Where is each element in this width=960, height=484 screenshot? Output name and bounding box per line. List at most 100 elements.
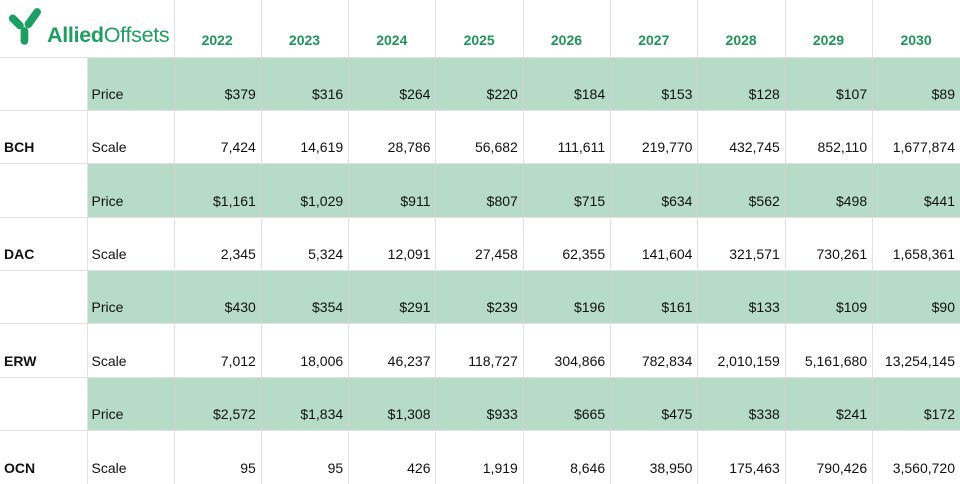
price-label-OCN[interactable]: Price (87, 377, 175, 432)
brand-name: AlliedOffsets (47, 24, 170, 49)
scale-cell-DAC-2030[interactable]: 1,658,361 (872, 217, 960, 272)
scale-cell-OCN-2028[interactable]: 175,463 (697, 430, 786, 484)
year-header-2023[interactable]: 2023 (261, 0, 350, 58)
price-cell-BCH-2023[interactable]: $316 (261, 57, 350, 111)
price-cell-OCN-2029[interactable]: $241 (785, 377, 874, 432)
price-label-BCH[interactable]: Price (87, 57, 175, 111)
price-cell-ERW-2025[interactable]: $239 (435, 270, 524, 325)
price-cell-BCH-2028[interactable]: $128 (697, 57, 786, 111)
scale-cell-BCH-2024[interactable]: 28,786 (348, 110, 437, 165)
scale-cell-DAC-2023[interactable]: 5,324 (261, 217, 350, 272)
scale-label-ERW[interactable]: Scale (87, 323, 175, 378)
price-cell-DAC-2025[interactable]: $807 (435, 163, 524, 218)
group-spacer-ERW[interactable] (0, 270, 88, 325)
price-cell-DAC-2023[interactable]: $1,029 (261, 163, 350, 218)
scale-cell-OCN-2022[interactable]: 95 (174, 430, 262, 484)
scale-cell-ERW-2023[interactable]: 18,006 (261, 323, 350, 378)
price-cell-OCN-2028[interactable]: $338 (697, 377, 786, 432)
price-cell-OCN-2027[interactable]: $475 (610, 377, 699, 432)
price-cell-ERW-2022[interactable]: $430 (174, 270, 262, 325)
scale-cell-BCH-2030[interactable]: 1,677,874 (872, 110, 960, 165)
price-cell-BCH-2030[interactable]: $89 (872, 57, 960, 111)
scale-cell-ERW-2030[interactable]: 13,254,145 (872, 323, 960, 378)
price-cell-BCH-2024[interactable]: $264 (348, 57, 437, 111)
scale-cell-BCH-2028[interactable]: 432,745 (697, 110, 786, 165)
price-cell-DAC-2024[interactable]: $911 (348, 163, 437, 218)
scale-cell-ERW-2026[interactable]: 304,866 (523, 323, 612, 378)
scale-cell-DAC-2025[interactable]: 27,458 (435, 217, 524, 272)
price-cell-DAC-2030[interactable]: $441 (872, 163, 960, 218)
scale-label-DAC[interactable]: Scale (87, 217, 175, 272)
scale-cell-BCH-2025[interactable]: 56,682 (435, 110, 524, 165)
price-cell-OCN-2026[interactable]: $665 (523, 377, 612, 432)
scale-cell-DAC-2029[interactable]: 730,261 (785, 217, 874, 272)
scale-cell-DAC-2028[interactable]: 321,571 (697, 217, 786, 272)
price-cell-BCH-2027[interactable]: $153 (610, 57, 699, 111)
scale-cell-ERW-2027[interactable]: 782,834 (610, 323, 699, 378)
price-cell-OCN-2024[interactable]: $1,308 (348, 377, 437, 432)
group-label-DAC[interactable]: DAC (0, 217, 88, 272)
price-row-ERW: Price $430 $354 $291 $239 $196 $161 $133 $109 $90 (0, 270, 960, 325)
price-cell-BCH-2022[interactable]: $379 (174, 57, 262, 111)
scale-cell-OCN-2027[interactable]: 38,950 (610, 430, 699, 484)
price-cell-DAC-2028[interactable]: $562 (697, 163, 786, 218)
price-cell-OCN-2025[interactable]: $933 (435, 377, 524, 432)
scale-cell-ERW-2022[interactable]: 7,012 (174, 323, 262, 378)
price-label-DAC[interactable]: Price (87, 163, 175, 218)
scale-row-ERW: ERW Scale 7,012 18,006 46,237 118,727 304,866 7… (0, 323, 960, 378)
scale-cell-OCN-2023[interactable]: 95 (261, 430, 350, 484)
scale-cell-BCH-2029[interactable]: 852,110 (785, 110, 874, 165)
price-cell-BCH-2029[interactable]: $107 (785, 57, 874, 111)
price-cell-ERW-2027[interactable]: $161 (610, 270, 699, 325)
scale-cell-BCH-2027[interactable]: 219,770 (610, 110, 699, 165)
year-header-2028[interactable]: 2028 (697, 0, 786, 58)
price-cell-DAC-2026[interactable]: $715 (523, 163, 612, 218)
price-cell-ERW-2028[interactable]: $133 (697, 270, 786, 325)
scale-cell-ERW-2029[interactable]: 5,161,680 (785, 323, 874, 378)
scale-cell-ERW-2025[interactable]: 118,727 (435, 323, 524, 378)
scale-cell-ERW-2028[interactable]: 2,010,159 (697, 323, 786, 378)
price-cell-OCN-2022[interactable]: $2,572 (174, 377, 262, 432)
year-header-2030[interactable]: 2030 (872, 0, 960, 58)
scale-cell-DAC-2022[interactable]: 2,345 (174, 217, 262, 272)
group-label-BCH[interactable]: BCH (0, 110, 88, 165)
group-spacer-BCH[interactable] (0, 57, 88, 111)
price-cell-OCN-2030[interactable]: $172 (872, 377, 960, 432)
scale-cell-BCH-2023[interactable]: 14,619 (261, 110, 350, 165)
scale-cell-ERW-2024[interactable]: 46,237 (348, 323, 437, 378)
scale-label-OCN[interactable]: Scale (87, 430, 175, 484)
group-spacer-DAC[interactable] (0, 163, 88, 218)
price-cell-ERW-2024[interactable]: $291 (348, 270, 437, 325)
price-cell-ERW-2030[interactable]: $90 (872, 270, 960, 325)
price-cell-BCH-2026[interactable]: $184 (523, 57, 612, 111)
scale-cell-OCN-2024[interactable]: 426 (348, 430, 437, 484)
scale-cell-OCN-2029[interactable]: 790,426 (785, 430, 874, 484)
scale-cell-OCN-2025[interactable]: 1,919 (435, 430, 524, 484)
group-label-OCN[interactable]: OCN (0, 430, 88, 484)
price-cell-BCH-2025[interactable]: $220 (435, 57, 524, 111)
group-spacer-OCN[interactable] (0, 377, 88, 432)
scale-cell-DAC-2026[interactable]: 62,355 (523, 217, 612, 272)
price-cell-DAC-2022[interactable]: $1,161 (174, 163, 262, 218)
price-cell-ERW-2026[interactable]: $196 (523, 270, 612, 325)
year-header-2029[interactable]: 2029 (785, 0, 874, 58)
scale-cell-OCN-2026[interactable]: 8,646 (523, 430, 612, 484)
year-header-2026[interactable]: 2026 (523, 0, 612, 58)
price-cell-DAC-2029[interactable]: $498 (785, 163, 874, 218)
scale-cell-DAC-2027[interactable]: 141,604 (610, 217, 699, 272)
scale-label-BCH[interactable]: Scale (87, 110, 175, 165)
year-header-2024[interactable]: 2024 (348, 0, 437, 58)
scale-cell-DAC-2024[interactable]: 12,091 (348, 217, 437, 272)
price-cell-ERW-2023[interactable]: $354 (261, 270, 350, 325)
year-header-2022[interactable]: 2022 (174, 0, 262, 58)
scale-cell-BCH-2026[interactable]: 111,611 (523, 110, 612, 165)
scale-cell-BCH-2022[interactable]: 7,424 (174, 110, 262, 165)
price-cell-DAC-2027[interactable]: $634 (610, 163, 699, 218)
scale-cell-OCN-2030[interactable]: 3,560,720 (872, 430, 960, 484)
year-header-2025[interactable]: 2025 (435, 0, 524, 58)
price-label-ERW[interactable]: Price (87, 270, 175, 325)
price-cell-OCN-2023[interactable]: $1,834 (261, 377, 350, 432)
year-header-2027[interactable]: 2027 (610, 0, 699, 58)
group-label-ERW[interactable]: ERW (0, 323, 88, 378)
price-cell-ERW-2029[interactable]: $109 (785, 270, 874, 325)
